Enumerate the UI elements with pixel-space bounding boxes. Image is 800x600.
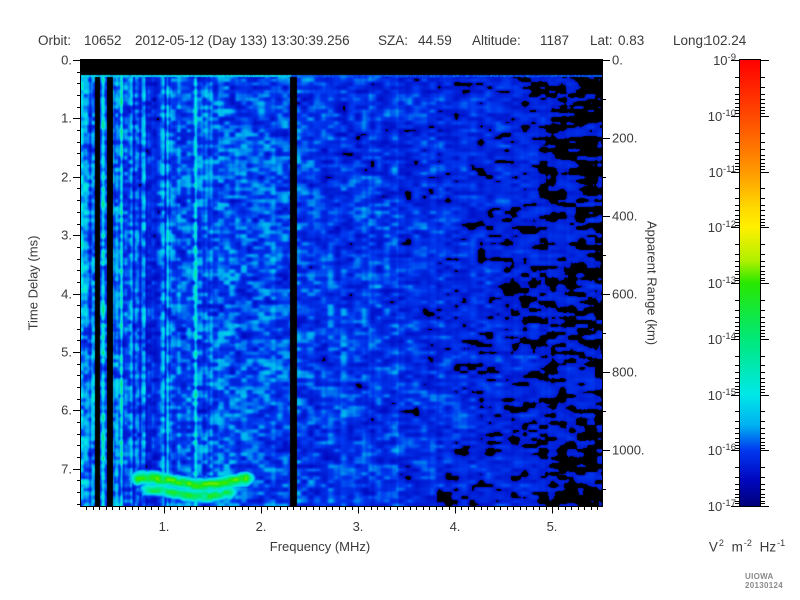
orbit-value: 10652 [84,33,122,48]
x-tick-label: 4. [449,519,461,534]
spectrogram-canvas [81,60,602,506]
y-right-tick-label: 200. [612,130,638,146]
y-right-tick-label: 800. [612,364,638,380]
x-tick-label: 3. [352,519,364,534]
x-tick-label: 5. [546,519,558,534]
y-left-tick-label: 0. [61,52,72,68]
colorbar-tick-label: 10-14 [707,330,736,347]
y-right-axis-label: Apparent Range (km) [644,220,660,346]
y-left-tick-label: 6. [61,402,72,418]
y-right-tick-label: 600. [612,286,638,302]
x-tick-label: 1. [158,519,170,534]
colorbar-tick-label: 10-13 [707,274,736,292]
lat-label: Lat: [590,33,613,48]
colorbar-tick-label: 10-12 [707,219,736,236]
colorbar-tick-label: 10-11 [708,163,737,180]
sza-label: SZA: [378,33,409,48]
y-left-tick-label: 7. [61,461,72,477]
altitude-label: Altitude: [472,33,521,48]
datetime-value: 2012-05-12 (Day 133) 13:30:39.256 [135,33,350,48]
y-right-tick-label: 1000. [612,442,645,458]
colorbar-tick-label: 10-16 [707,442,736,459]
x-tick-label: 2. [255,519,267,534]
colorbar-tick-label: 10-10 [707,107,736,124]
colorbar-units-label: V2 m-2 Hz-1 [708,538,786,555]
colorbar [739,59,761,507]
lat-value: 0.83 [618,33,645,48]
altitude-value: 1187 [540,33,570,48]
y-left-tick-label: 1. [61,110,72,126]
y-left-tick-label: 4. [61,286,72,302]
credit-text: UIOWA 20130124 [745,572,783,590]
y-right-tick-label: 400. [612,208,638,224]
y-left-tick-label: 5. [61,344,72,360]
colorbar-tick-label: 10-9 [713,51,736,69]
y-left-tick-label: 3. [61,227,72,243]
orbit-label: Orbit: [38,33,72,48]
colorbar-tick-label: 10-17 [707,497,736,515]
sza-value: 44.59 [418,33,452,48]
colorbar-tick-label: 10-15 [707,386,736,403]
long-label: Long: [673,33,707,48]
y-left-axis-label: Time Delay (ms) [25,235,41,331]
y-right-tick-label: 0. [612,52,623,68]
x-axis-label: Frequency (MHz) [269,539,371,554]
y-left-tick-label: 2. [61,169,72,185]
long-value: 102.24 [705,33,747,48]
